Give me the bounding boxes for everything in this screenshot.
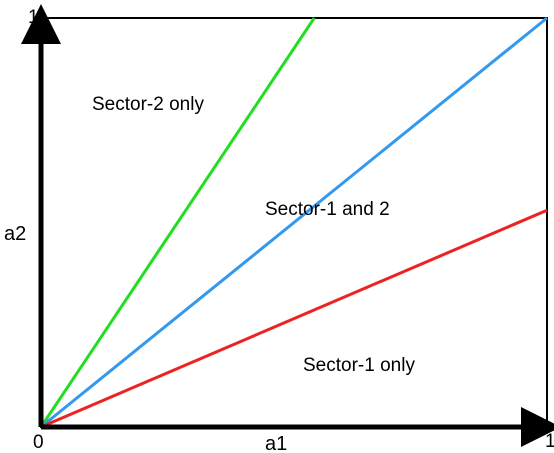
x-axis-label: a1 xyxy=(265,433,287,453)
origin-label: 0 xyxy=(33,432,44,453)
sector-2-only-label: Sector-2 only xyxy=(92,94,204,115)
sector-1-and-2-label: Sector-1 and 2 xyxy=(265,199,390,220)
blue-line xyxy=(40,16,548,429)
y-max-label: 1 xyxy=(28,7,39,28)
y-axis-label: a2 xyxy=(4,223,26,245)
green-line xyxy=(39,17,316,428)
sector-lines xyxy=(39,16,548,429)
sector-1-only-label: Sector-1 only xyxy=(303,355,415,376)
x-max-label: 1 xyxy=(545,431,554,452)
red-line xyxy=(40,208,548,429)
